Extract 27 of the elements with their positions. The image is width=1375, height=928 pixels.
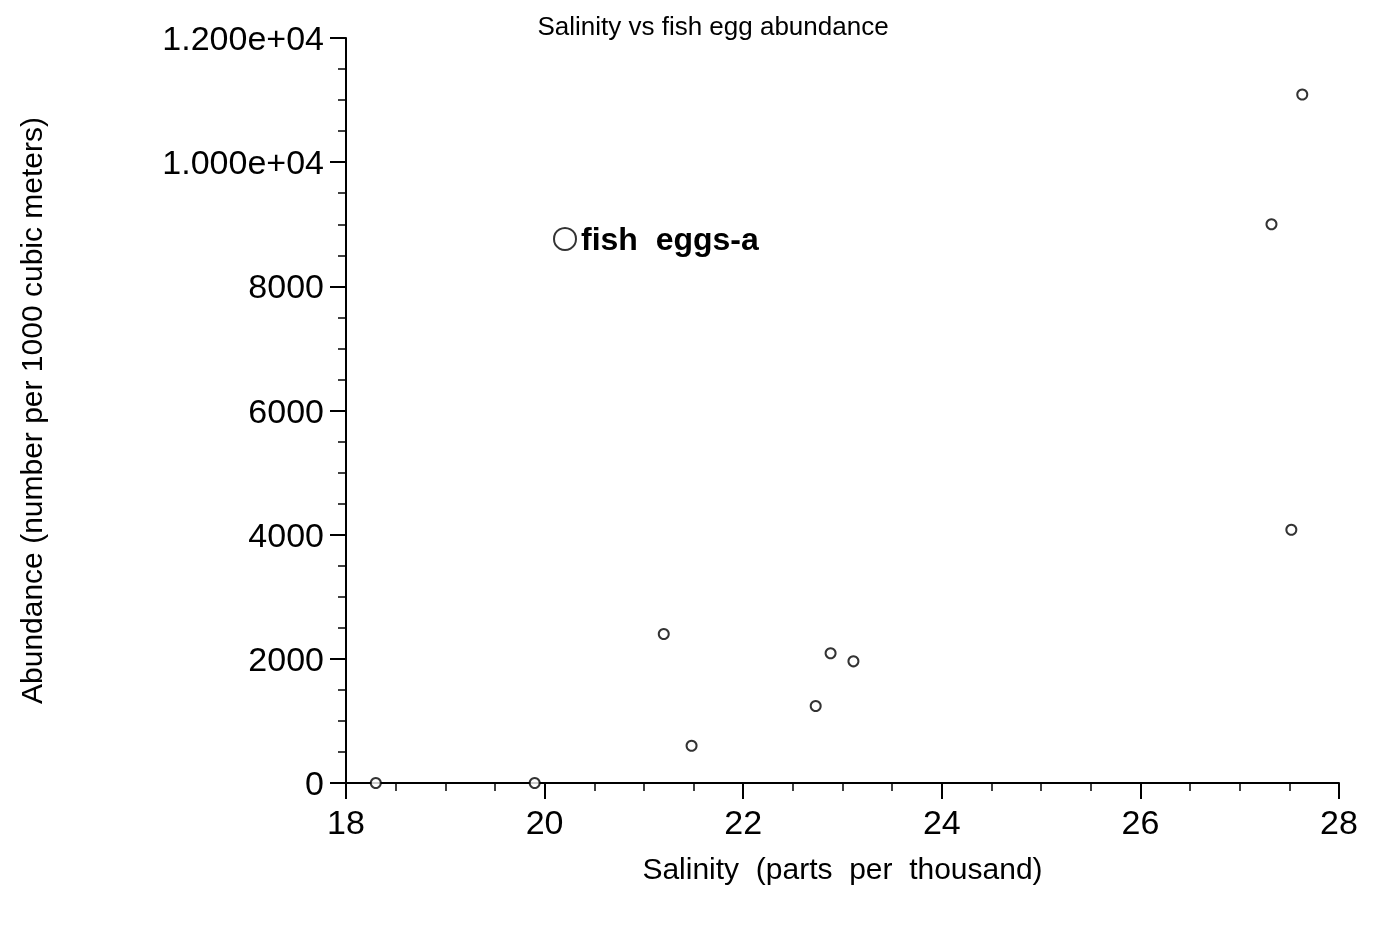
x-tick-label: 24 [922,803,961,841]
y-tick-label: 6000 [248,391,324,430]
y-tick-label: 1.000e+04 [162,143,324,182]
point [657,628,670,640]
y-tick-label: 8000 [248,267,324,306]
x-tick-label: 22 [724,803,763,841]
point [1296,88,1309,101]
point [528,777,541,789]
point [685,739,698,752]
y-tick-label: 1.200e+04 [162,19,324,57]
point [809,700,822,713]
x-tick-label: 20 [525,803,564,841]
y-tick-label: 4000 [248,515,324,554]
point [369,777,382,789]
x-tick-label: 18 [327,803,365,841]
y-tick-label: 0 [305,764,324,802]
point [1265,218,1278,231]
point [1285,523,1298,536]
y-tick-label: 2000 [248,639,324,678]
y-axis-title: Abundance (number per 1000 cubic meters) [14,117,48,704]
x-tick-label: 28 [1320,803,1358,841]
x-tick-label: 26 [1121,803,1160,841]
legend-label: fish eggs-a [581,221,760,257]
chart-title: Salinity vs fish egg abundance [537,11,889,41]
x-axis-title: Salinity (parts per thousand) [642,851,1043,885]
point [847,655,860,668]
point [824,647,837,660]
